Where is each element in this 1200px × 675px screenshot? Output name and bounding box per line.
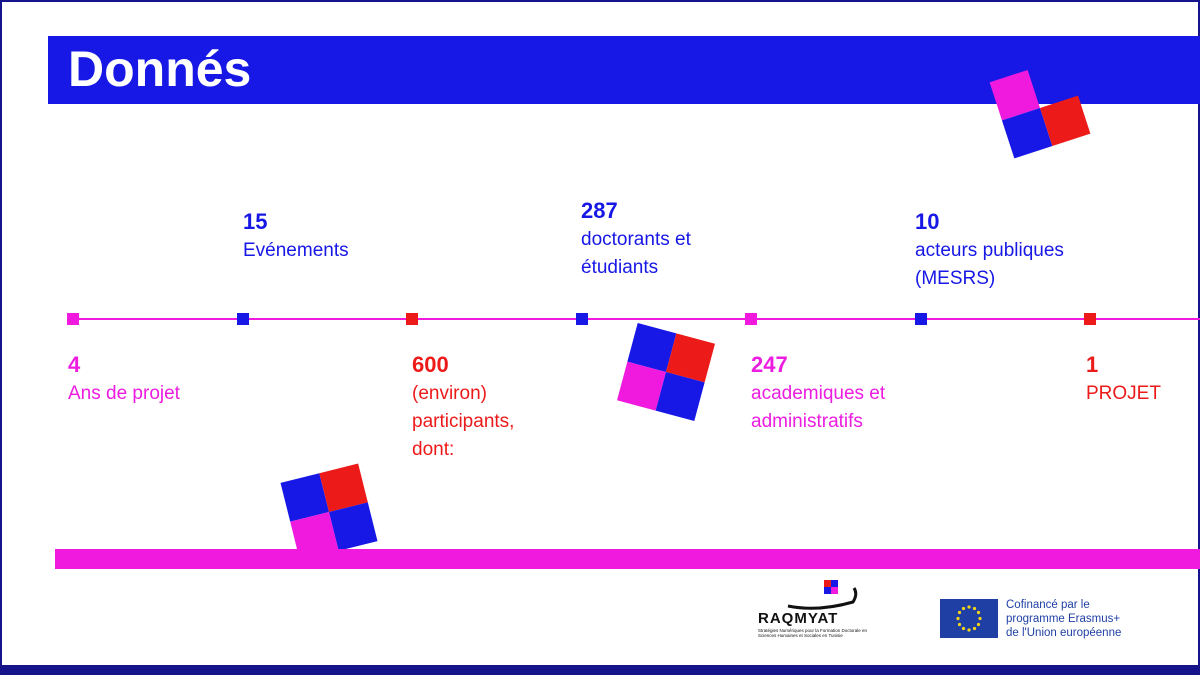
eu-flag-icon bbox=[940, 599, 998, 638]
stat-number: 10 bbox=[915, 209, 940, 234]
raqmyat-tagline: Stratégies Numériques pour la Formation … bbox=[758, 628, 868, 638]
timeline-item-years: 4 Ans de projet bbox=[68, 350, 180, 408]
timeline-marker bbox=[406, 313, 418, 325]
stat-label: Evénements bbox=[243, 240, 349, 261]
stat-number: 15 bbox=[243, 209, 268, 234]
stat-label: acteurs publiques (MESRS) bbox=[915, 240, 1064, 289]
stat-label: academiques et administratifs bbox=[751, 383, 886, 432]
stat-number: 4 bbox=[68, 352, 81, 377]
timeline-marker bbox=[745, 313, 757, 325]
stat-label: doctorants et étudiants bbox=[581, 229, 691, 278]
timeline-item-academics: 247 academiques et administratifs bbox=[751, 350, 885, 436]
raqmyat-logo-icon bbox=[787, 580, 858, 610]
timeline-marker bbox=[1084, 313, 1096, 325]
bottom-accent-bar bbox=[55, 549, 1200, 569]
timeline-marker bbox=[915, 313, 927, 325]
timeline-item-project: 1 PROJET bbox=[1086, 350, 1161, 408]
timeline-marker bbox=[576, 313, 588, 325]
timeline-line bbox=[70, 318, 1200, 320]
timeline-item-events: 15 Evénements bbox=[243, 207, 349, 265]
timeline-marker bbox=[67, 313, 79, 325]
stat-label: PROJET bbox=[1086, 383, 1161, 404]
stat-number: 1 bbox=[1086, 352, 1099, 377]
stat-number: 247 bbox=[751, 352, 788, 377]
timeline-item-participants: 600 (environ) participants, dont: bbox=[412, 350, 514, 464]
timeline-item-public-actors: 10 acteurs publiques (MESRS) bbox=[915, 207, 1064, 293]
eu-cofunding-text: Cofinancé par le programme Erasmus+ de l… bbox=[1006, 599, 1122, 639]
timeline-marker bbox=[237, 313, 249, 325]
raqmyat-logo: RAQMYAT Stratégies Numériques pour la Fo… bbox=[758, 580, 868, 642]
timeline-item-students: 287 doctorants et étudiants bbox=[581, 196, 691, 282]
raqmyat-name: RAQMYAT bbox=[758, 610, 839, 627]
page-title: Donnés bbox=[68, 41, 252, 97]
stat-label: Ans de projet bbox=[68, 383, 180, 404]
stat-number: 600 bbox=[412, 352, 449, 377]
stat-number: 287 bbox=[581, 198, 618, 223]
stat-label: (environ) participants, dont: bbox=[412, 383, 515, 460]
